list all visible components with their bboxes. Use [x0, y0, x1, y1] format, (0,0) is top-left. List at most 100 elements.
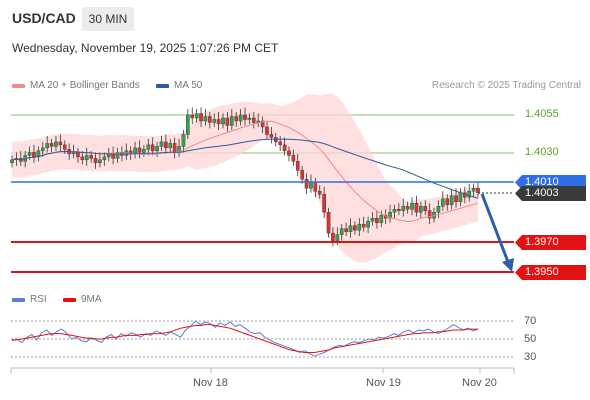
candle-body-up	[155, 146, 159, 152]
candle	[331, 227, 335, 247]
candle-body-down	[353, 225, 357, 231]
timeframe-button[interactable]: 30 MIN	[82, 7, 134, 31]
chart-header: USD/CAD 30 MIN	[0, 0, 590, 34]
candle-body-up	[370, 217, 375, 222]
candle-body-up	[401, 206, 406, 211]
candle-body-down	[243, 114, 247, 120]
candle-body-up	[436, 206, 441, 213]
candle-body-down	[322, 194, 326, 213]
candle	[405, 201, 410, 214]
candle-body-up	[419, 206, 423, 213]
bollinger-bands	[12, 93, 478, 263]
candle	[401, 198, 406, 217]
candle	[150, 137, 155, 156]
candle	[54, 135, 58, 151]
candle-body-up	[221, 117, 225, 125]
candle	[278, 135, 282, 151]
candle	[375, 210, 379, 229]
candle	[471, 183, 476, 198]
support-1-tag: 1.3970	[515, 235, 586, 250]
ma50-label: MA 50	[174, 80, 203, 91]
candle-body-down	[414, 203, 419, 213]
rsi-ma-label: 9MA	[81, 294, 102, 305]
candle	[344, 222, 348, 237]
candle-body-down	[291, 155, 296, 162]
candle-body-down	[89, 155, 93, 159]
candle	[419, 201, 423, 219]
candle-body-up	[348, 225, 353, 232]
candle	[168, 138, 173, 153]
candle-body-down	[76, 152, 80, 158]
candle-body-down	[150, 144, 155, 152]
candle	[427, 203, 432, 225]
candle-body-down	[58, 141, 63, 146]
legend-rsi: RSI	[12, 294, 47, 305]
candle-body-up	[230, 116, 234, 126]
candle	[397, 203, 401, 216]
ma50-line	[11, 138, 479, 199]
candle	[326, 207, 331, 238]
candle-body-down	[137, 147, 142, 153]
candle	[194, 109, 199, 123]
candle-body-down	[326, 211, 331, 234]
candle	[199, 107, 203, 127]
candle-body-up	[10, 159, 14, 164]
candle-body-up	[379, 214, 384, 223]
candle-body-up	[98, 159, 102, 164]
candle-body-down	[427, 210, 432, 219]
candle	[449, 189, 454, 210]
candle-body-up	[84, 155, 89, 161]
candle	[190, 107, 195, 124]
candle	[230, 109, 234, 130]
candle	[423, 200, 428, 216]
candle	[234, 112, 239, 127]
last-close-tag: 1.4003	[515, 186, 586, 201]
candle-body-down	[282, 144, 287, 152]
candle	[93, 152, 98, 169]
legend-rsi-ma: 9MA	[63, 294, 102, 305]
candle-body-down	[300, 170, 304, 180]
candle	[164, 134, 168, 154]
symbol-label: USD/CAD	[12, 10, 76, 26]
candle-body-down	[199, 113, 203, 122]
candle-body-down	[295, 161, 300, 171]
candle	[414, 195, 419, 217]
legend-ma20: MA 20 + Bollinger Bands	[12, 80, 140, 91]
x-label-nov20: Nov 20	[462, 377, 497, 389]
candle	[115, 147, 120, 163]
candle	[282, 137, 287, 156]
candle-body-up	[357, 223, 362, 231]
candle-body-up	[309, 182, 313, 189]
candle	[225, 112, 230, 132]
candle-body-up	[335, 234, 340, 241]
candle	[203, 109, 208, 126]
candle-body-up	[256, 120, 260, 123]
candle-body-down	[164, 141, 168, 149]
candle	[243, 107, 247, 126]
candle-body-up	[40, 147, 45, 152]
candle-body-down	[269, 134, 274, 138]
candle-body-up	[54, 141, 58, 147]
candle-body-up	[388, 211, 392, 219]
candle	[102, 152, 107, 166]
candle	[216, 112, 221, 130]
candle-body-up	[159, 141, 164, 147]
candle-body-down	[476, 188, 480, 193]
candle-body-up	[471, 188, 476, 192]
candle-body-down	[190, 114, 195, 119]
candle	[58, 134, 63, 151]
candle-body-down	[80, 156, 85, 161]
candle-body-up	[458, 192, 463, 202]
candle	[353, 221, 357, 235]
candle-body-down	[49, 143, 54, 147]
candle-body-down	[361, 223, 366, 228]
candle-body-up	[203, 116, 208, 122]
rsi-ma-swatch	[63, 297, 76, 302]
candle-body-up	[45, 143, 49, 149]
candle	[339, 224, 344, 241]
rsi-level-70: 70	[524, 315, 537, 327]
candle	[265, 120, 269, 139]
forecast-arrowhead	[502, 258, 514, 272]
candle	[40, 141, 45, 157]
candle	[348, 218, 353, 238]
